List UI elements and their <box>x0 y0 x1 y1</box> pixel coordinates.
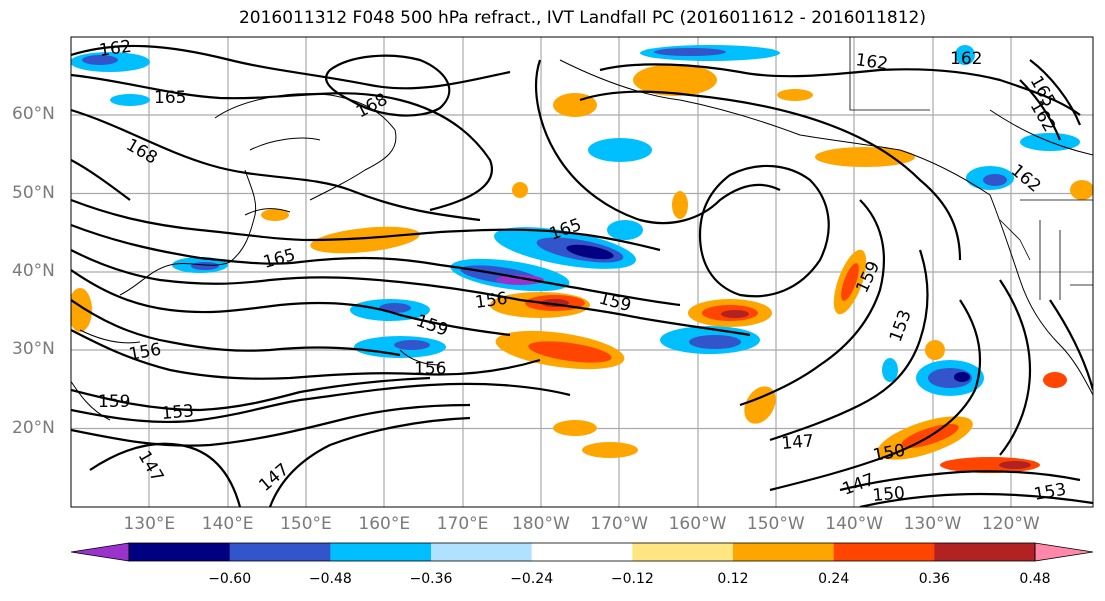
lon-tick-label: 170°W <box>590 514 649 534</box>
positive-anomaly-blob <box>261 209 289 221</box>
contour-label: 162 <box>98 37 133 61</box>
negative-anomaly-blob <box>689 335 741 349</box>
positive-anomaly-blob <box>553 420 597 436</box>
lon-tick-label: 150°W <box>746 514 805 534</box>
negative-anomaly-blob <box>882 358 898 382</box>
colorbar-bin <box>330 543 432 561</box>
negative-anomaly-blob <box>955 45 975 65</box>
positive-anomaly-blob <box>1043 372 1067 388</box>
contour-label: 147 <box>781 431 815 454</box>
lon-tick-label: 120°W <box>981 514 1040 534</box>
positive-anomaly-blob <box>925 340 945 360</box>
positive-anomaly-blob <box>1070 180 1093 200</box>
negative-anomaly-blob <box>954 372 970 382</box>
negative-anomaly-blob <box>82 55 118 65</box>
positive-anomaly-blob <box>777 89 813 101</box>
positive-anomaly-blob <box>528 341 612 363</box>
positive-anomaly-blob <box>815 147 915 167</box>
map-frame <box>70 36 1094 508</box>
negative-anomaly-blob <box>191 262 219 270</box>
lon-tick-label: 140°W <box>825 514 884 534</box>
positive-anomaly-blob <box>721 310 749 318</box>
lon-tick-label: 140°E <box>201 514 254 534</box>
colorbar-bin <box>733 543 835 561</box>
positive-anomaly-blob <box>633 64 717 96</box>
lon-tick-label: 180°W <box>511 514 570 534</box>
colorbar-tick-label: −0.60 <box>208 571 252 587</box>
colorbar-bin <box>632 543 734 561</box>
lat-tick-label: 20°N <box>12 417 55 438</box>
contour-label: 165 <box>154 88 186 108</box>
map-title: 2016011312 F048 500 hPa refract., IVT La… <box>238 8 926 28</box>
positive-anomaly-blob <box>71 288 92 332</box>
negative-anomaly-blob <box>394 340 430 350</box>
positive-anomaly-blob <box>512 182 528 198</box>
colorbar-extend-high <box>1034 542 1094 562</box>
negative-anomaly-blob <box>496 275 544 285</box>
contour-label: 156 <box>474 289 509 313</box>
contour-label: 162 <box>950 49 982 69</box>
colorbar-tick-label: 0.12 <box>717 571 749 587</box>
lat-tick-label: 30°N <box>12 339 55 360</box>
negative-anomaly-blob <box>379 303 411 313</box>
contour-label: 156 <box>414 359 446 379</box>
negative-anomaly-blob <box>588 138 652 162</box>
colorbar-tick-label: 0.36 <box>918 571 950 587</box>
positive-anomaly-blob <box>582 442 638 458</box>
colorbar-tick-label: −0.12 <box>610 571 654 587</box>
height-contours <box>71 44 1093 507</box>
colorbar-tick-label: −0.36 <box>409 571 453 587</box>
colorbar-bin <box>229 543 331 561</box>
colorbar-bin <box>833 543 935 561</box>
lon-tick-label: 170°E <box>436 514 489 534</box>
contour-label: 159 <box>98 392 130 412</box>
negative-anomaly-blob <box>607 220 643 240</box>
colorbar-tick-label: 0.48 <box>1019 571 1051 587</box>
contour-label: 153 <box>161 401 195 424</box>
colorbar-tick-label: 0.24 <box>818 571 850 587</box>
colorbar-bin <box>531 543 633 561</box>
negative-anomaly-blob <box>110 94 150 106</box>
contour-label: 162 <box>854 50 889 74</box>
lon-tick-label: 150°E <box>280 514 332 534</box>
colorbar-bin <box>431 543 533 561</box>
lat-tick-label: 40°N <box>12 261 55 281</box>
colorbar-tick-label: −0.24 <box>510 571 554 587</box>
lon-tick-label: 160°E <box>358 514 411 534</box>
lat-tick-label: 50°N <box>12 182 55 203</box>
colorbar-outline <box>128 542 1036 562</box>
colorbar-bin <box>934 543 1036 561</box>
colorbar-bin <box>129 543 231 561</box>
lon-tick-label: 130°E <box>123 514 176 534</box>
negative-anomaly-blob <box>654 48 726 56</box>
colorbar <box>70 542 1094 562</box>
negative-anomaly-blob <box>983 174 1007 186</box>
positive-anomaly-blob <box>310 226 420 254</box>
lat-tick-label: 60°N <box>12 104 55 125</box>
contour-label: 150 <box>872 483 906 506</box>
positive-anomaly-blob <box>672 191 688 219</box>
colorbar-tick-label: −0.48 <box>308 571 352 587</box>
colorbar-extend-low <box>70 542 130 562</box>
negative-anomaly-blob <box>566 244 614 260</box>
positive-anomaly-blob <box>999 461 1031 469</box>
lon-tick-label: 130°W <box>903 514 962 534</box>
positive-anomaly-blob <box>841 263 859 301</box>
lon-tick-label: 160°W <box>668 514 727 534</box>
borders <box>849 37 1093 300</box>
